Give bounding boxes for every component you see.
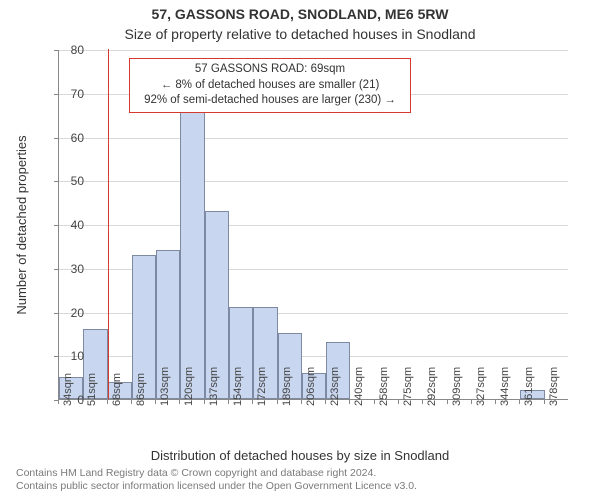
xtick-mark — [447, 400, 448, 404]
xtick-mark — [82, 400, 83, 404]
ytick-label: 20 — [54, 306, 84, 320]
xtick-mark — [277, 400, 278, 404]
x-axis-label: Distribution of detached houses by size … — [0, 448, 600, 463]
chart-title-subtitle: Size of property relative to detached ho… — [0, 26, 600, 42]
ytick-label: 70 — [54, 87, 84, 101]
footer-line1: Contains HM Land Registry data © Crown c… — [16, 467, 417, 481]
xtick-mark — [325, 400, 326, 404]
xtick-mark — [252, 400, 253, 404]
annotation-line3: 92% of semi-detached houses are larger (… — [136, 93, 404, 109]
gridline-h — [59, 181, 568, 182]
xtick-mark — [107, 400, 108, 404]
xtick-mark — [398, 400, 399, 404]
ytick-label: 10 — [54, 349, 84, 363]
histogram-bar — [180, 106, 204, 399]
xtick-mark — [471, 400, 472, 404]
xtick-mark — [495, 400, 496, 404]
annotation-line1: 57 GASSONS ROAD: 69sqm — [136, 62, 404, 78]
gridline-h — [59, 138, 568, 139]
y-axis-label: Number of detached properties — [14, 50, 29, 400]
xtick-mark — [131, 400, 132, 404]
xtick-mark — [228, 400, 229, 404]
chart-title-address: 57, GASSONS ROAD, SNODLAND, ME6 5RW — [0, 6, 600, 22]
ytick-label: 60 — [54, 131, 84, 145]
xtick-mark — [374, 400, 375, 404]
xtick-mark — [519, 400, 520, 404]
gridline-h — [59, 50, 568, 51]
ytick-label: 50 — [54, 174, 84, 188]
xtick-mark — [422, 400, 423, 404]
annotation-box: 57 GASSONS ROAD: 69sqm← 8% of detached h… — [129, 58, 411, 113]
chart-container: { "chart": { "type": "histogram", "title… — [0, 0, 600, 500]
xtick-mark — [544, 400, 545, 404]
reference-line — [108, 49, 109, 399]
footer-line2: Contains public sector information licen… — [16, 480, 417, 494]
annotation-line2: ← 8% of detached houses are smaller (21) — [136, 78, 404, 94]
footer-attribution: Contains HM Land Registry data © Crown c… — [16, 467, 417, 494]
xtick-mark — [301, 400, 302, 404]
ytick-label: 80 — [54, 43, 84, 57]
xtick-mark — [204, 400, 205, 404]
ytick-label: 40 — [54, 218, 84, 232]
xtick-mark — [349, 400, 350, 404]
xtick-mark — [179, 400, 180, 404]
plot-area: 57 GASSONS ROAD: 69sqm← 8% of detached h… — [58, 50, 568, 400]
ytick-label: 30 — [54, 262, 84, 276]
xtick-mark — [155, 400, 156, 404]
gridline-h — [59, 225, 568, 226]
xtick-mark — [58, 400, 59, 404]
